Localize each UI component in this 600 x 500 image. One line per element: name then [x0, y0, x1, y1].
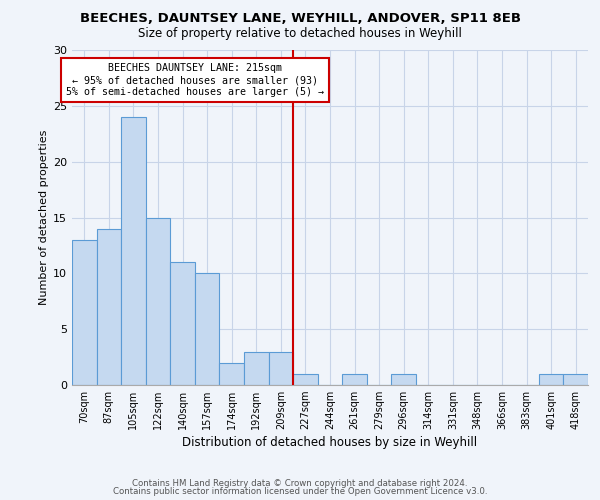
- Bar: [563, 374, 588, 385]
- Bar: [220, 362, 244, 385]
- X-axis label: Distribution of detached houses by size in Weyhill: Distribution of detached houses by size …: [182, 436, 478, 450]
- Bar: [195, 274, 220, 385]
- Bar: [342, 374, 367, 385]
- Bar: [146, 218, 170, 385]
- Text: BEECHES DAUNTSEY LANE: 215sqm
← 95% of detached houses are smaller (93)
5% of se: BEECHES DAUNTSEY LANE: 215sqm ← 95% of d…: [66, 64, 324, 96]
- Y-axis label: Number of detached properties: Number of detached properties: [39, 130, 49, 305]
- Bar: [97, 228, 121, 385]
- Bar: [244, 352, 269, 385]
- Bar: [269, 352, 293, 385]
- Bar: [170, 262, 195, 385]
- Bar: [391, 374, 416, 385]
- Bar: [539, 374, 563, 385]
- Bar: [293, 374, 318, 385]
- Bar: [121, 117, 146, 385]
- Bar: [72, 240, 97, 385]
- Text: BEECHES, DAUNTSEY LANE, WEYHILL, ANDOVER, SP11 8EB: BEECHES, DAUNTSEY LANE, WEYHILL, ANDOVER…: [79, 12, 521, 26]
- Text: Contains HM Land Registry data © Crown copyright and database right 2024.: Contains HM Land Registry data © Crown c…: [132, 478, 468, 488]
- Text: Contains public sector information licensed under the Open Government Licence v3: Contains public sector information licen…: [113, 487, 487, 496]
- Text: Size of property relative to detached houses in Weyhill: Size of property relative to detached ho…: [138, 28, 462, 40]
